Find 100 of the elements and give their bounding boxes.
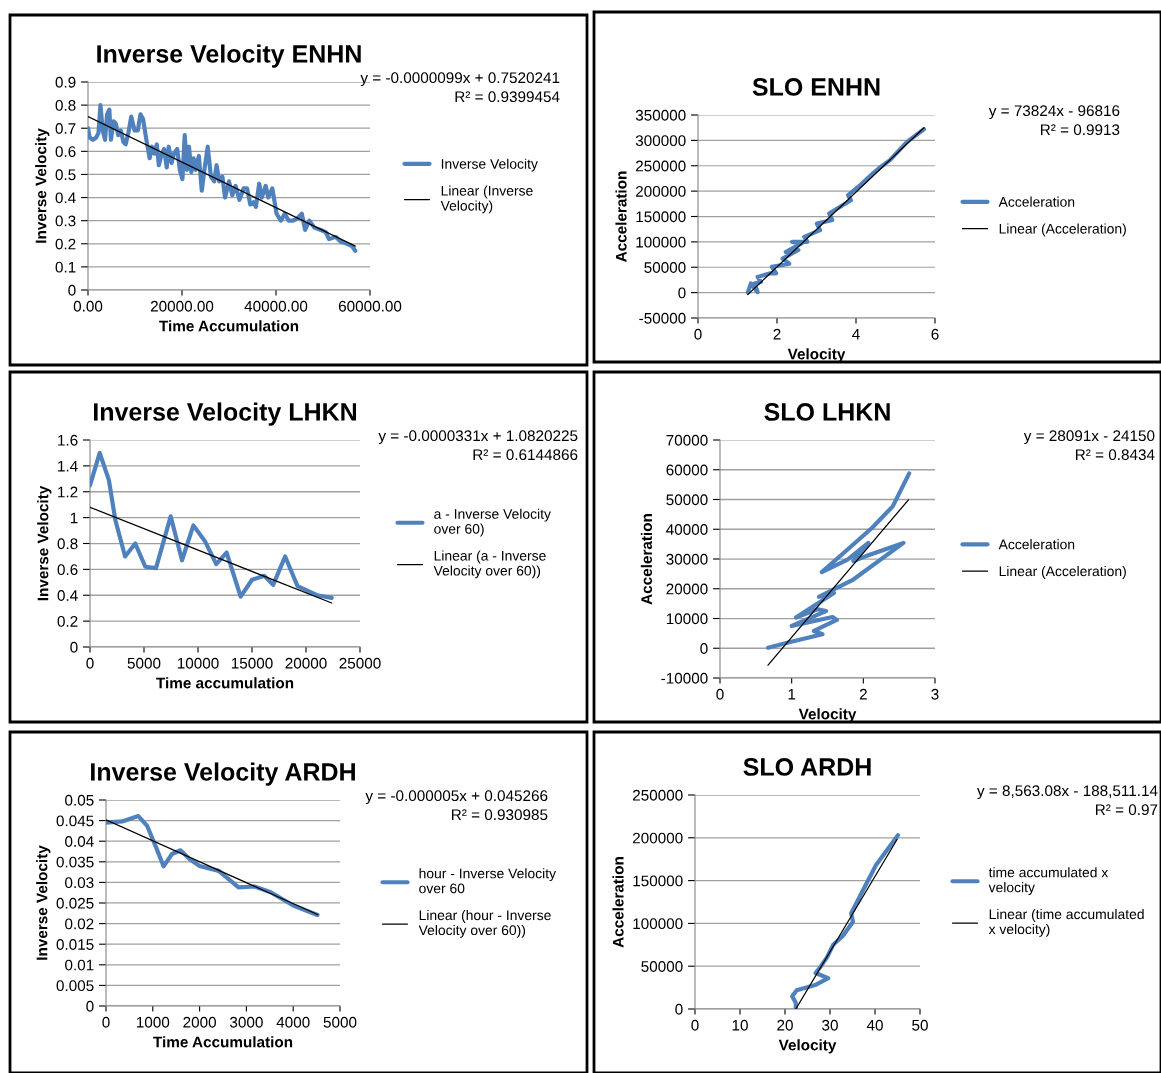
y-tick-label: 0.035 [56,856,94,868]
y-axis-title: Inverse Velocity [35,128,50,243]
x-tick-label: 3 [931,688,939,700]
y-tick-label: 40000 [666,524,708,535]
chart-title: Inverse Velocity LHKN [93,402,357,426]
y-tick-label: 0.015 [56,939,94,950]
y-tick-label: 100000 [633,918,683,930]
y-tick-label: 0.8 [57,538,78,550]
x-tick-label: 20 [777,1019,793,1031]
y-tick-label: 0.05 [65,794,94,806]
text: R² = 0.930985 [452,809,548,821]
y-tick-label: 0.6 [57,564,78,576]
x-tick-label: 25000 [339,657,381,669]
chart-title: SLO ENHN [752,78,880,96]
chart-title: Inverse Velocity ENHN [97,44,361,68]
y-tick-label: 200000 [635,185,686,197]
x-axis-title: Velocity [778,1039,837,1054]
y-tick-label: 0.4 [55,192,76,204]
x-tick-label: 40000.00 [244,300,308,312]
legend-label: Linear (hour - Inverse Velocity over 60)) [418,909,551,938]
text: R² = 0.8434 [1076,449,1155,461]
y-axis-title: Inverse Velocity [36,845,51,960]
y-tick-label: 0.025 [56,897,94,909]
text: y = 73824x - 96816 [988,105,1120,120]
x-tick-label: 10 [732,1019,748,1031]
y-tick-label: 50000 [666,494,708,506]
y-tick-label: 0.4 [57,590,78,601]
line-series [90,450,334,600]
x-tick-label: 6 [931,328,939,340]
y-tick-label: 50000 [644,262,686,273]
legend-label: Linear (Inverse Velocity) [440,185,533,214]
x-tick-label: 1 [788,688,796,700]
legend-label: Acceleration [998,539,1075,550]
y-tick-label: -50000 [639,312,686,324]
text: y = 28091x - 24150 [1023,430,1155,445]
y-tick-label: 350000 [635,109,686,121]
y-tick-label: 150000 [636,211,686,223]
y-tick-label: 0 [70,641,78,653]
x-tick-label: 20000.00 [150,300,214,312]
y-tick-label: 30000 [666,553,708,565]
legend-label: Inverse Velocity [441,158,538,172]
y-tick-label: 0 [678,287,686,299]
y-tick-label: 0.9 [55,76,76,88]
y-tick-label: 0 [675,1003,683,1015]
x-axis-title: Velocity [787,348,846,363]
y-tick-label: 0.5 [55,169,76,181]
x-axis-title: Velocity [798,708,857,723]
legend-label: Linear (time accumulated x velocity) [988,908,1144,937]
x-tick-label: 2000 [183,1016,216,1028]
x-tick-label: 0 [691,1019,699,1031]
text: y = 8,563.08x - 188,511.14 [976,785,1158,800]
y-tick-label: 20000 [666,583,708,595]
x-tick-label: 0 [716,688,724,700]
y-tick-label: 250000 [632,789,683,801]
x-tick-label: 30 [822,1019,838,1031]
text: y = -0.0000331x + 1.0820225 [378,430,578,445]
y-tick-label: 300000 [635,135,686,147]
annotation: y = -0.0000099x + 0.7520241 [360,72,560,87]
y-tick-label: 0.005 [56,980,94,992]
x-tick-label: 10000 [177,657,219,669]
y-tick-label: 150000 [633,875,683,887]
y-tick-label: 1.4 [58,460,78,472]
legend-label: Linear (Acceleration) [999,223,1126,237]
text: R² = 0.6144866 [473,449,578,461]
y-tick-label: 1.2 [58,486,78,498]
text: R² = 0.9913 [1041,124,1120,136]
chart-title: SLO ARDH [743,758,871,776]
y-tick-label: 0 [68,284,76,296]
y-tick-label: 0.02 [65,918,94,930]
y-tick-label: 0.01 [65,959,94,971]
y-tick-label: 0.2 [57,615,78,627]
y-tick-label: 0.03 [65,877,94,889]
x-tick-label: 3000 [229,1016,263,1028]
y-tick-label: 250000 [635,160,686,172]
y-tick-label: 1 [70,512,78,524]
y-tick-label: 0.7 [55,123,76,134]
legend-label: Linear (Acceleration) [999,565,1126,579]
x-tick-label: 5000 [127,657,161,669]
x-tick-label: 40 [866,1019,883,1031]
legend-label: hour - Inverse Velocity over 60 [419,868,556,894]
x-tick-label: 20000 [285,657,327,669]
legend-label: Linear (a - Inverse Velocity over 60)) [433,550,546,579]
chart-title: SLO LHKN [764,403,890,421]
y-tick-label: 50000 [641,961,683,972]
y-axis-title: Acceleration [640,514,653,605]
y-tick-label: 0 [86,1000,94,1012]
y-tick-label: 60000 [666,464,708,476]
y-tick-label: 200000 [632,832,683,844]
y-tick-label: 0.8 [55,99,76,111]
x-tick-label: 2 [859,688,867,700]
x-tick-label: 4 [852,328,860,340]
y-axis-title: Inverse Velocity [37,485,52,601]
y-tick-label: 0.3 [55,215,76,227]
legend-label: time accumulated x velocity [988,867,1109,896]
text: R² = 0.97 [1095,804,1158,816]
x-axis-title: Time accumulation [156,677,294,689]
x-axis-title: Time Accumulation [153,1036,293,1048]
y-tick-label: 0.1 [55,261,76,273]
x-tick-label: 0.00 [73,300,103,312]
y-tick-label: 1.6 [58,434,78,446]
